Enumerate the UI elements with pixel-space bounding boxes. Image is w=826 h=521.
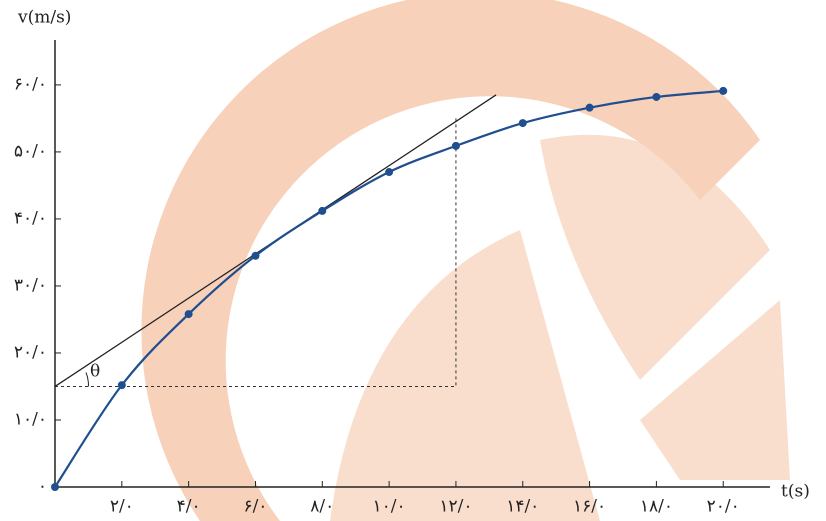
data-point bbox=[452, 142, 460, 150]
x-tick-label: ۱۲/۰ bbox=[439, 497, 472, 517]
angle-arc bbox=[86, 372, 88, 386]
data-point bbox=[51, 483, 59, 491]
angle-label: θ bbox=[90, 362, 100, 382]
data-point bbox=[118, 381, 126, 389]
data-point bbox=[519, 119, 527, 127]
data-point bbox=[318, 207, 326, 215]
y-tick-label: ۴۰/۰ bbox=[14, 208, 47, 228]
data-point bbox=[385, 168, 393, 176]
y-tick-label: ۱۰/۰ bbox=[14, 409, 47, 429]
x-tick-label: ۱۴/۰ bbox=[506, 497, 539, 517]
x-tick-label: ۱۸/۰ bbox=[640, 497, 673, 517]
x-axis-label: t(s) bbox=[781, 482, 810, 502]
x-tick-label: ۱۶/۰ bbox=[573, 497, 606, 517]
x-tick-label: ۸/۰ bbox=[310, 497, 334, 517]
x-tick-label: ۴/۰ bbox=[177, 497, 201, 517]
x-tick-label: ۲۰/۰ bbox=[707, 497, 740, 517]
data-point bbox=[251, 252, 259, 260]
y-tick-label: ۲۰/۰ bbox=[14, 342, 47, 362]
data-point bbox=[586, 104, 594, 112]
y-tick-label: ۵۰/۰ bbox=[14, 141, 47, 161]
y-tick-label: ۳۰/۰ bbox=[14, 275, 47, 295]
data-point bbox=[719, 87, 727, 95]
y-tick-label: ۶۰/۰ bbox=[14, 74, 47, 94]
x-tick-label: ۱۰/۰ bbox=[373, 497, 406, 517]
x-tick-label: ۶/۰ bbox=[243, 497, 267, 517]
x-tick-label: ۲/۰ bbox=[110, 497, 134, 517]
data-point bbox=[185, 310, 193, 318]
data-point bbox=[652, 93, 660, 101]
chart: v(m/s) t(s) θ ۲/۰ ۴/۰ ۶/۰ ۸/۰ ۱۰/۰ ۱۲/۰ ۱۴/۰ ۱۶… bbox=[0, 0, 826, 521]
y-axis-label: v(m/s) bbox=[17, 8, 71, 28]
watermark bbox=[141, 0, 790, 521]
y-tick-label: ۰ bbox=[38, 477, 47, 497]
